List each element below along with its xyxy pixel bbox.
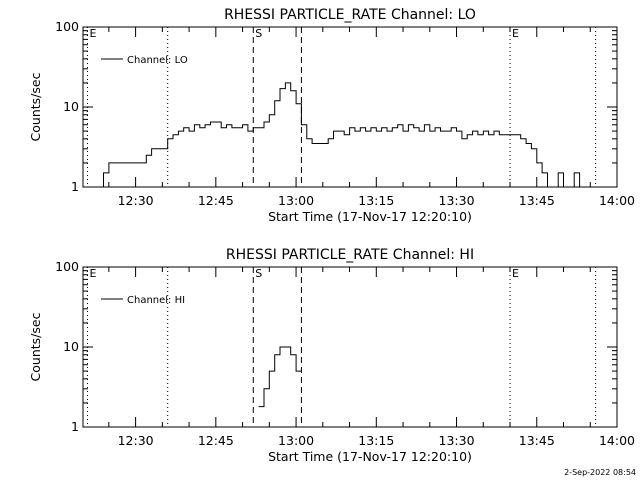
panel-1: RHESSI PARTICLE_RATE Channel: LO 1 10 100 12… [28, 7, 635, 224]
x-tick-label: 13:45 [519, 433, 555, 448]
x-tick-label: 13:45 [519, 193, 555, 208]
x-tick-label: 13:30 [439, 193, 475, 208]
y-axis-label: Counts/sec [28, 72, 43, 141]
x-tick-label: 12:30 [118, 193, 154, 208]
chart-title: RHESSI PARTICLE_RATE Channel: LO [224, 7, 476, 23]
marker-label: E [89, 27, 96, 40]
x-axis-label: Start Time (17-Nov-17 12:20:10) [268, 209, 472, 224]
x-tick-label: 12:45 [198, 193, 234, 208]
x-axis-label: Start Time (17-Nov-17 12:20:10) [268, 449, 472, 464]
legend-label: Channel: HI [127, 295, 185, 306]
y-tick-label: 10 [63, 99, 79, 114]
marker-label: S [255, 27, 262, 40]
y-tick-label: 1 [71, 419, 79, 434]
series-line [258, 346, 302, 408]
series-line [87, 82, 591, 188]
marker-label: E [512, 27, 519, 40]
y-axis-label: Counts/sec [28, 312, 43, 381]
y-tick-label: 100 [55, 259, 79, 274]
x-tick-label: 13:15 [358, 193, 394, 208]
chart-title: RHESSI PARTICLE_RATE Channel: HI [226, 247, 474, 263]
y-tick-label: 10 [63, 339, 79, 354]
x-tick-label: 12:45 [198, 433, 234, 448]
marker-label: S [255, 267, 262, 280]
x-tick-label: 13:00 [278, 193, 314, 208]
x-tick-label: 13:15 [358, 433, 394, 448]
x-tick-label: 14:00 [599, 433, 635, 448]
y-tick-label: 1 [71, 179, 79, 194]
x-tick-label: 13:00 [278, 433, 314, 448]
generation-timestamp: 2-Sep-2022 08:54 [564, 468, 636, 477]
plot-frame [82, 266, 618, 428]
panel-2: RHESSI PARTICLE_RATE Channel: HI 1 10 100 12… [28, 247, 635, 464]
x-tick-label: 13:30 [439, 433, 475, 448]
marker-label: E [89, 267, 96, 280]
marker-label: E [512, 267, 519, 280]
x-tick-label: 12:30 [118, 433, 154, 448]
y-tick-label: 100 [55, 19, 79, 34]
legend-label: Channel: LO [127, 55, 188, 66]
x-tick-label: 14:00 [599, 193, 635, 208]
